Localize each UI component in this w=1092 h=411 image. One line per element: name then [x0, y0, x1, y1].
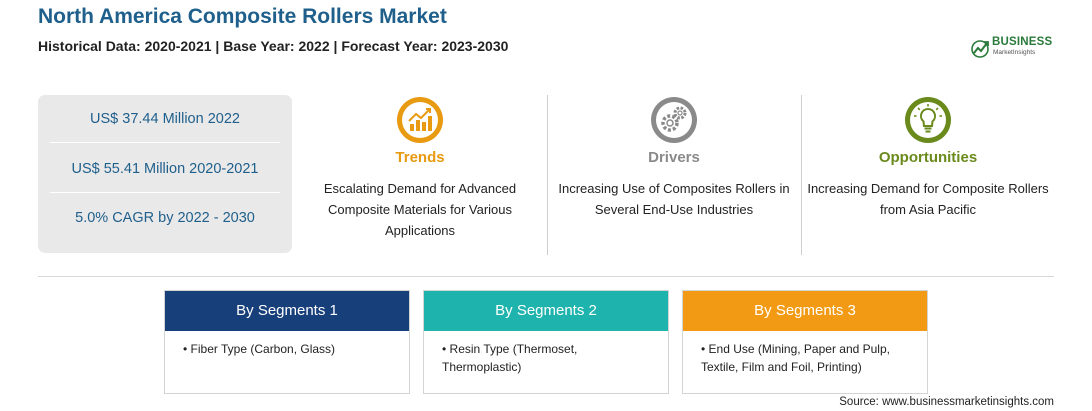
stat-market-size-2022: US$ 37.44 Million 2022 [90, 111, 240, 127]
segment-header-3: By Segments 3 [683, 291, 927, 331]
segment-card-3: By Segments 3 • End Use (Mining, Paper a… [682, 290, 928, 394]
page-subtitle: Historical Data: 2020-2021 | Base Year: … [38, 38, 509, 54]
opportunities-column: Opportunities Increasing Demand for Comp… [803, 95, 1053, 255]
segment-item-resin-type: Resin Type (Thermoset, Thermoplastic) [442, 342, 578, 374]
bullet: • [701, 342, 706, 356]
stats-panel: US$ 37.44 Million 2022 US$ 55.41 Million… [38, 95, 292, 253]
segment-body-2: • Resin Type (Thermoset, Thermoplastic) [424, 331, 668, 376]
bullet: • [442, 342, 447, 356]
segment-item-end-use: End Use (Mining, Paper and Pulp, Textile… [701, 342, 890, 374]
stat-cagr: 5.0% CAGR by 2022 - 2030 [75, 210, 255, 226]
drivers-description: Increasing Use of Composites Rollers in … [558, 181, 790, 217]
segment-item-fiber-type: Fiber Type (Carbon, Glass) [190, 342, 336, 356]
segment-card-1: By Segments 1 • Fiber Type (Carbon, Glas… [164, 290, 410, 394]
trends-column: Trends Escalating Demand for Advanced Co… [295, 95, 545, 255]
stat-divider [50, 192, 280, 193]
trends-description: Escalating Demand for Advanced Composite… [323, 181, 517, 238]
logo-tagline: MarketInsights [993, 49, 1036, 56]
segment-body-1: • Fiber Type (Carbon, Glass) [165, 331, 409, 358]
logo-brand-text: BUSINESS [992, 36, 1053, 48]
column-divider [801, 95, 802, 255]
stat-market-size-historical: US$ 55.41 Million 2020-2021 [71, 161, 259, 177]
company-logo: BUSINESS MarketInsights [970, 36, 1060, 60]
trends-heading: Trends [395, 149, 445, 166]
stat-divider [50, 142, 280, 143]
bullet: • [183, 342, 188, 356]
segment-body-3: • End Use (Mining, Paper and Pulp, Texti… [683, 331, 927, 376]
column-divider [547, 95, 548, 255]
opportunities-description: Increasing Demand for Composite Rollers … [807, 181, 1049, 217]
source-citation: Source: www.businessmarketinsights.com [839, 396, 1054, 408]
segment-card-2: By Segments 2 • Resin Type (Thermoset, T… [423, 290, 669, 394]
segment-header-2: By Segments 2 [424, 291, 668, 331]
drivers-column: Drivers Increasing Use of Composites Rol… [549, 95, 799, 255]
drivers-heading: Drivers [648, 149, 700, 166]
trend-chart-icon [397, 97, 443, 143]
lightbulb-icon [905, 97, 951, 143]
page-title: North America Composite Rollers Market [38, 5, 447, 28]
segment-header-1: By Segments 1 [165, 291, 409, 331]
logo-globe-icon [971, 40, 989, 58]
opportunities-heading: Opportunities [878, 149, 978, 166]
gears-icon [651, 97, 697, 143]
section-divider [38, 276, 1054, 277]
